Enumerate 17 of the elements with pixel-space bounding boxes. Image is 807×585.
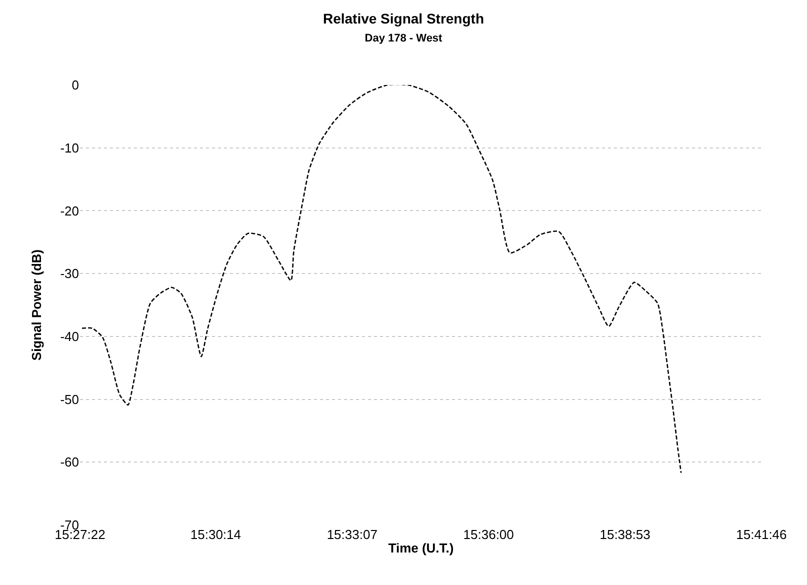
y-tick-label: -10 — [60, 140, 79, 156]
y-tick-label: -20 — [60, 203, 79, 218]
chart-title: Relative Signal Strength — [322, 10, 484, 26]
x-tick-label: 15:33:07 — [326, 527, 378, 542]
y-axis-title: Signal Power (dB) — [29, 249, 44, 361]
x-tick-label: 15:36:00 — [463, 527, 514, 542]
y-tick-label: 0 — [72, 78, 79, 93]
y-tick-label: -50 — [60, 392, 79, 407]
x-tick-label: 15:41:46 — [736, 527, 787, 542]
x-tick-label: 15:38:53 — [600, 527, 650, 542]
line-series — [81, 85, 682, 474]
y-tick-label: -60 — [60, 454, 79, 470]
y-tick-label: -30 — [60, 266, 79, 282]
x-axis-title: Time (U.T.) — [388, 540, 454, 556]
x-tick-label: 15:30:14 — [190, 527, 241, 542]
chart-subtitle: Day 178 - West — [364, 32, 443, 45]
y-tick-label: -40 — [60, 328, 79, 344]
